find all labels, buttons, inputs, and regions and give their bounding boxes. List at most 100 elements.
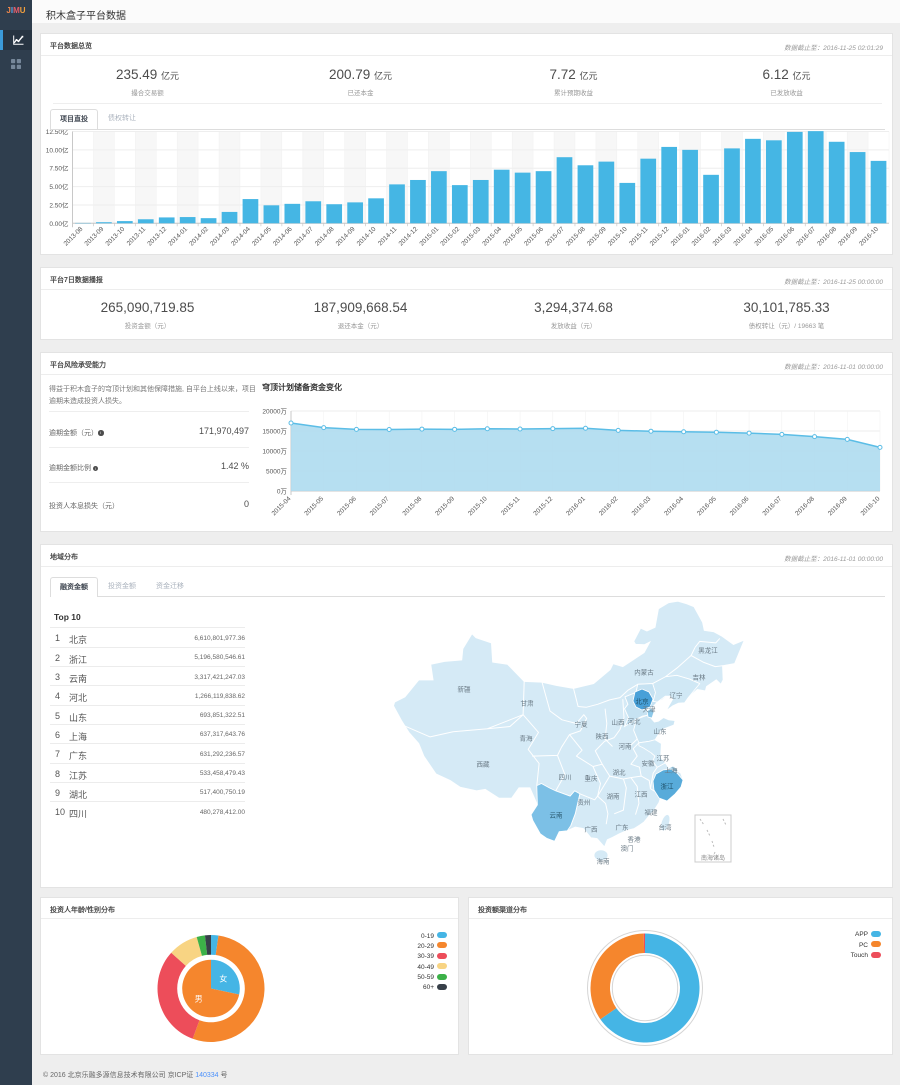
svg-text:2013-08: 2013-08 xyxy=(63,225,85,247)
svg-text:2015-11: 2015-11 xyxy=(628,225,650,247)
svg-text:2016-08: 2016-08 xyxy=(794,495,816,517)
svg-text:2016-08: 2016-08 xyxy=(816,225,838,247)
svg-text:2014-05: 2014-05 xyxy=(251,225,273,247)
svg-text:2014-06: 2014-06 xyxy=(272,225,294,247)
svg-text:2014-01: 2014-01 xyxy=(167,225,189,247)
svg-text:香港: 香港 xyxy=(628,835,642,844)
svg-text:男: 男 xyxy=(195,995,203,1004)
svg-text:2016-07: 2016-07 xyxy=(795,225,817,247)
svg-text:陕西: 陕西 xyxy=(596,732,610,741)
svg-text:四川: 四川 xyxy=(559,774,572,782)
svg-text:2015-08: 2015-08 xyxy=(401,495,423,517)
svg-text:西藏: 西藏 xyxy=(477,760,491,769)
svg-text:山西: 山西 xyxy=(612,718,626,727)
svg-text:福建: 福建 xyxy=(645,808,659,817)
svg-text:浙江: 浙江 xyxy=(661,782,675,791)
svg-text:2014-02: 2014-02 xyxy=(188,225,210,247)
svg-text:Touch: Touch xyxy=(851,952,869,959)
svg-text:2015-09: 2015-09 xyxy=(586,225,608,247)
svg-text:2014-10: 2014-10 xyxy=(356,225,378,247)
svg-text:宁夏: 宁夏 xyxy=(575,720,589,729)
svg-text:安徽: 安徽 xyxy=(642,759,656,768)
svg-text:海南: 海南 xyxy=(597,857,611,866)
svg-text:湖北: 湖北 xyxy=(613,768,627,777)
svg-text:2015-07: 2015-07 xyxy=(369,495,391,517)
svg-text:2015-01: 2015-01 xyxy=(418,225,440,247)
svg-text:新疆: 新疆 xyxy=(458,685,472,694)
svg-text:60+: 60+ xyxy=(423,984,434,991)
svg-text:15000万: 15000万 xyxy=(262,428,287,436)
svg-text:2016-01: 2016-01 xyxy=(670,225,692,247)
svg-text:河南: 河南 xyxy=(619,742,633,751)
svg-text:2014-04: 2014-04 xyxy=(230,225,252,247)
svg-text:2014-08: 2014-08 xyxy=(314,225,336,247)
svg-text:2016-06: 2016-06 xyxy=(729,495,751,517)
svg-text:北京: 北京 xyxy=(636,697,650,706)
svg-text:江苏: 江苏 xyxy=(657,754,671,763)
svg-text:2015-03: 2015-03 xyxy=(460,225,482,247)
svg-text:2015-05: 2015-05 xyxy=(303,495,325,517)
svg-text:2016-02: 2016-02 xyxy=(598,495,620,517)
svg-text:内蒙古: 内蒙古 xyxy=(634,668,654,677)
svg-text:2016-09: 2016-09 xyxy=(827,495,849,517)
svg-text:0.00亿: 0.00亿 xyxy=(49,219,69,228)
svg-text:2013-11: 2013-11 xyxy=(126,225,148,247)
svg-text:APP: APP xyxy=(855,931,868,938)
svg-text:40-49: 40-49 xyxy=(417,964,434,971)
svg-text:重庆: 重庆 xyxy=(585,774,599,783)
svg-text:江西: 江西 xyxy=(635,791,649,799)
svg-text:2016-10: 2016-10 xyxy=(860,495,882,517)
svg-text:山东: 山东 xyxy=(654,727,668,736)
svg-text:辽宁: 辽宁 xyxy=(670,691,684,700)
svg-text:2015-12: 2015-12 xyxy=(532,495,554,517)
svg-text:湖南: 湖南 xyxy=(607,792,621,801)
svg-text:2016-01: 2016-01 xyxy=(565,495,587,517)
svg-text:2016-05: 2016-05 xyxy=(753,225,775,247)
svg-text:天津: 天津 xyxy=(643,706,657,714)
svg-text:2015-12: 2015-12 xyxy=(649,225,671,247)
svg-text:2015-10: 2015-10 xyxy=(607,225,629,247)
svg-text:2016-03: 2016-03 xyxy=(631,495,653,517)
svg-text:PC: PC xyxy=(859,942,868,949)
svg-text:云南: 云南 xyxy=(550,811,564,820)
svg-text:5000万: 5000万 xyxy=(266,468,287,476)
svg-text:7.50亿: 7.50亿 xyxy=(49,164,69,173)
svg-text:2014-12: 2014-12 xyxy=(398,225,420,247)
svg-text:2015-11: 2015-11 xyxy=(500,495,522,517)
svg-text:10.00亿: 10.00亿 xyxy=(46,145,69,154)
svg-text:2015-02: 2015-02 xyxy=(439,225,461,247)
svg-text:2016-03: 2016-03 xyxy=(712,225,734,247)
svg-text:吉林: 吉林 xyxy=(693,673,707,682)
svg-text:澳门: 澳门 xyxy=(621,844,634,853)
svg-text:甘肃: 甘肃 xyxy=(521,699,535,708)
svg-text:2014-03: 2014-03 xyxy=(209,225,231,247)
svg-text:2016-04: 2016-04 xyxy=(733,225,755,247)
svg-text:2.50亿: 2.50亿 xyxy=(49,200,69,209)
svg-text:2015-04: 2015-04 xyxy=(481,225,503,247)
svg-text:0-19: 0-19 xyxy=(421,933,434,940)
svg-text:20-29: 20-29 xyxy=(417,943,434,950)
svg-text:2016-07: 2016-07 xyxy=(761,495,783,517)
svg-text:2015-05: 2015-05 xyxy=(502,225,524,247)
svg-text:30-39: 30-39 xyxy=(417,953,434,960)
svg-text:12.50亿: 12.50亿 xyxy=(46,129,69,136)
svg-text:广西: 广西 xyxy=(585,825,599,834)
svg-text:2016-02: 2016-02 xyxy=(691,225,713,247)
svg-text:2015-10: 2015-10 xyxy=(467,495,489,517)
svg-text:2014-07: 2014-07 xyxy=(293,225,315,247)
svg-text:2013-09: 2013-09 xyxy=(83,225,105,247)
svg-text:女: 女 xyxy=(219,973,227,983)
svg-text:上海: 上海 xyxy=(665,766,679,775)
svg-text:2016-09: 2016-09 xyxy=(837,225,859,247)
svg-text:2015-09: 2015-09 xyxy=(434,495,456,517)
svg-text:2016-05: 2016-05 xyxy=(696,495,718,517)
svg-text:台湾: 台湾 xyxy=(659,823,673,832)
svg-text:南海诸岛: 南海诸岛 xyxy=(701,854,725,862)
svg-text:2015-06: 2015-06 xyxy=(523,225,545,247)
svg-text:2016-06: 2016-06 xyxy=(774,225,796,247)
svg-text:河北: 河北 xyxy=(628,718,642,726)
svg-text:2013-10: 2013-10 xyxy=(104,225,126,247)
svg-text:黑龙江: 黑龙江 xyxy=(698,646,718,655)
svg-text:贵州: 贵州 xyxy=(578,798,591,807)
svg-text:2013-12: 2013-12 xyxy=(146,225,168,247)
